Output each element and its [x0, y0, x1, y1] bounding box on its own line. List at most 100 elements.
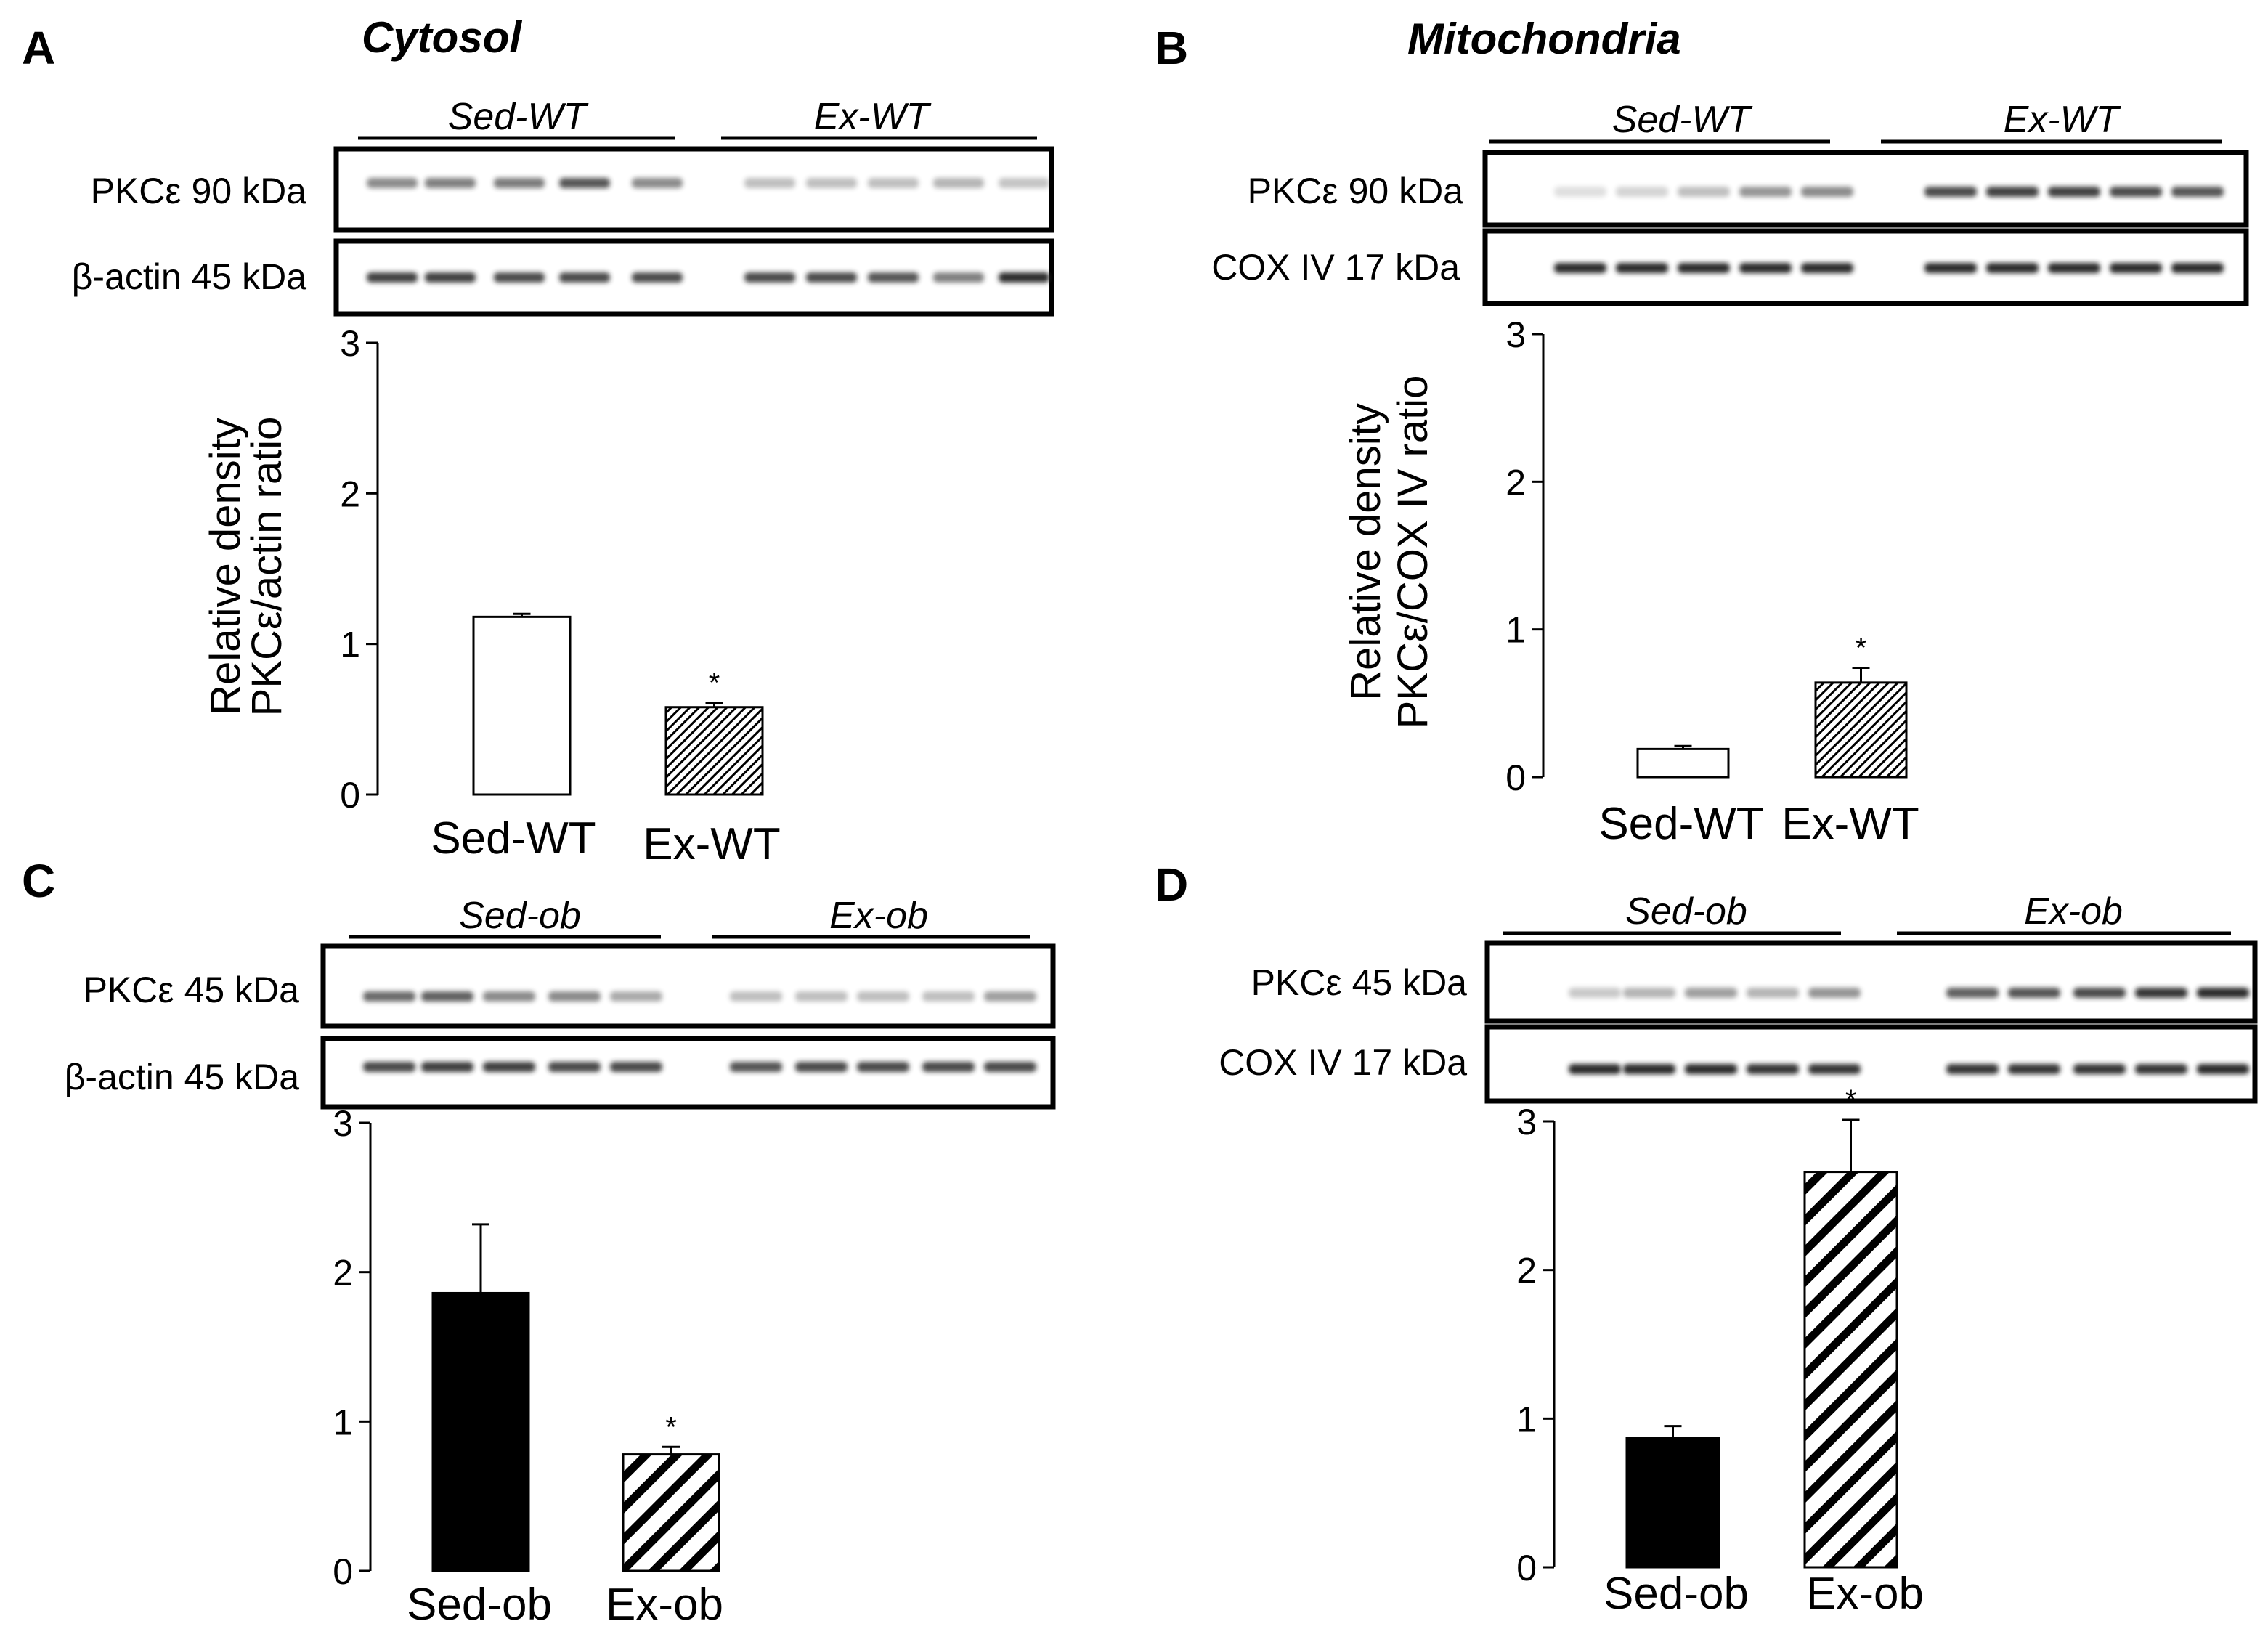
blot-band [1554, 187, 1606, 197]
blot-band [2008, 988, 2060, 998]
blot-band [425, 272, 476, 283]
blot-row-label: PKCε 45 kDa [84, 970, 300, 1010]
category-label: Ex-WT [643, 819, 780, 869]
blot-band [1924, 187, 1977, 197]
category-label: Ex-ob [606, 1580, 723, 1629]
blot-band [933, 178, 984, 188]
blot-band [1616, 187, 1668, 197]
blot-band [548, 991, 601, 1002]
bar-sed-wt [1636, 747, 1730, 779]
blot-band [730, 991, 782, 1002]
blot-band [795, 991, 848, 1002]
blot-band [857, 1062, 909, 1072]
blot-band [868, 178, 919, 188]
category-label: Ex-ob [1806, 1569, 1924, 1619]
blot-band [548, 1062, 601, 1072]
blot-band [2135, 1064, 2187, 1074]
blot-band [2073, 988, 2126, 998]
blot-group-label: Sed-ob [1625, 890, 1747, 933]
panel-d: D Sed-ob Ex-ob PKCε 45 kDa COX IV 17 kDa 0 1 2 3… [1155, 858, 2258, 1619]
blot-band [744, 272, 795, 283]
y-tick-label: 3 [1505, 314, 1526, 355]
blot-band [559, 178, 610, 188]
panel-title: Mitochondria [1407, 15, 1681, 63]
blot-band [1678, 263, 1730, 273]
blot-band [421, 1062, 473, 1072]
y-tick-label: 2 [340, 474, 360, 514]
blot-band [922, 1062, 975, 1072]
category-label: Sed-WT [431, 813, 596, 864]
blot-band [1739, 187, 1792, 197]
blot-band [367, 178, 418, 188]
blot-group-label: Sed-ob [459, 895, 581, 937]
blot-frame [1484, 940, 2258, 1024]
blot-band [1569, 988, 1621, 998]
blot-group-label: Sed-WT [1612, 99, 1753, 141]
blot-band [744, 178, 795, 188]
blot-band [2171, 187, 2224, 197]
blot-band [999, 178, 1049, 188]
blot-band [806, 272, 857, 283]
blot-band [1801, 263, 1853, 273]
blot-band [1747, 1064, 1799, 1074]
y-tick-label: 0 [1505, 757, 1526, 798]
blot-band [494, 272, 545, 283]
blot-band [2171, 263, 2224, 273]
y-tick-label: 2 [333, 1253, 353, 1293]
blot-band [1808, 988, 1861, 998]
blot-band [857, 991, 909, 1002]
y-tick-label: 3 [333, 1103, 353, 1144]
y-tick-label: 1 [1516, 1399, 1537, 1439]
blot-band [999, 272, 1049, 283]
y-tick-label: 1 [333, 1402, 353, 1442]
blot-band [806, 178, 857, 188]
y-tick-label: 1 [1505, 610, 1526, 651]
blot-band [2008, 1064, 2060, 1074]
blot-band [483, 991, 535, 1002]
blot-band [610, 991, 662, 1002]
blot-band [1739, 263, 1792, 273]
bar-sed-ob [431, 1291, 530, 1572]
blot-band [632, 272, 683, 283]
blot-group-label: Ex-WT [814, 96, 932, 138]
significance-marker: * [665, 1411, 677, 1443]
blot-band [984, 1062, 1036, 1072]
blot-band [1747, 988, 1799, 998]
panel-a: A Cytosol Sed-WT Ex-WT PKCε 90 kDa β-actin 45… [22, 13, 1054, 869]
blot-row-label: PKCε 45 kDa [1251, 962, 1468, 1003]
blot-band [2135, 988, 2187, 998]
panel-b: B Mitochondria Sed-WT Ex-WT PKCε 90 kDa COX I… [1155, 15, 2249, 849]
blot-band [2110, 263, 2162, 273]
panel-letter: D [1155, 858, 1188, 911]
blot-band [2048, 263, 2100, 273]
blot-band [610, 1062, 662, 1072]
y-axis-label: PKCε/COX IV ratio [1389, 375, 1436, 729]
panel-title: Cytosol [362, 13, 522, 62]
blot-band [632, 178, 683, 188]
blot-band [1569, 1064, 1621, 1074]
blot-row-label: PKCε 90 kDa [1248, 171, 1464, 211]
bar-ex-ob [622, 1453, 720, 1572]
blot-group-label: Ex-ob [2024, 890, 2123, 933]
blot-band [1685, 1064, 1737, 1074]
blot-band [1685, 988, 1737, 998]
blot-band [363, 1062, 415, 1072]
bar-ex-wt [664, 706, 764, 796]
blot-row-label: COX IV 17 kDa [1219, 1042, 1467, 1083]
blot-frame [320, 943, 1056, 1029]
blot-band [367, 272, 418, 283]
blot-frame [320, 1036, 1056, 1110]
blot-band [1616, 263, 1668, 273]
blot-row-label: β-actin 45 kDa [72, 256, 307, 297]
y-tick-label: 3 [1516, 1102, 1537, 1142]
blot-band [494, 178, 545, 188]
blot-band [1946, 988, 1999, 998]
category-label: Ex-WT [1781, 799, 1919, 849]
blot-band [1986, 263, 2039, 273]
blot-row-label: COX IV 17 kDa [1211, 247, 1460, 288]
y-tick-label: 0 [1516, 1548, 1537, 1588]
panel-c: C Sed-ob Ex-ob PKCε 45 kDa β-actin 45 kDa 0 1 2… [22, 855, 1056, 1629]
panel-letter: B [1155, 22, 1188, 74]
blot-band [425, 178, 476, 188]
